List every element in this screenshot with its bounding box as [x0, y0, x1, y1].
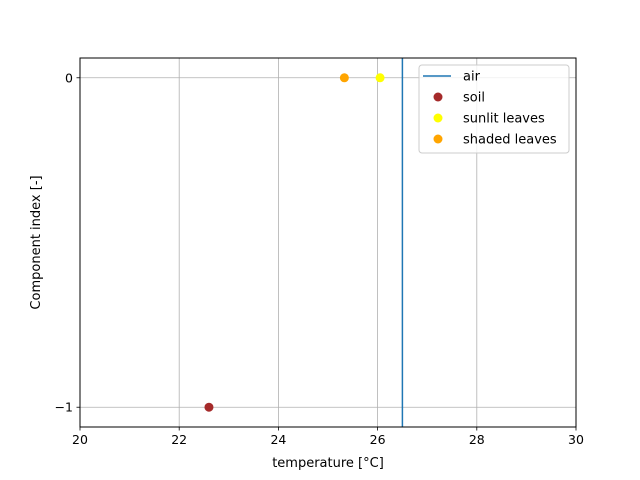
- x-tick-label: 20: [72, 432, 88, 447]
- legend-swatch: [433, 113, 443, 123]
- x-axis-label: temperature [°C]: [272, 456, 384, 471]
- x-tick-label: 28: [469, 432, 485, 447]
- legend: air soil sunlit leaves shaded leaves: [418, 64, 570, 154]
- legend-label: sunlit leaves: [463, 112, 545, 127]
- y-tick-label: 0: [65, 70, 73, 85]
- legend-swatch: [433, 134, 443, 144]
- plot-data: [204, 58, 404, 427]
- point-sunlit-leaves: [375, 73, 385, 83]
- x-tick-label: 30: [568, 432, 584, 447]
- y-axis-label: Component index [-]: [29, 175, 44, 309]
- x-tick-label: 22: [171, 432, 187, 447]
- legend-label: air: [463, 70, 481, 85]
- legend-label: shaded leaves: [463, 133, 557, 148]
- plot-frame: [79, 57, 577, 428]
- legend-box: [418, 64, 570, 154]
- axis-ticks: 20 22 24 26 28 30 −1 0: [55, 70, 584, 447]
- legend-label: soil: [463, 91, 485, 106]
- x-tick-label: 24: [270, 432, 286, 447]
- point-soil: [204, 402, 214, 412]
- point-shaded-leaves: [339, 73, 349, 83]
- x-tick-label: 26: [370, 432, 386, 447]
- legend-swatch: [433, 92, 443, 102]
- y-tick-label: −1: [55, 400, 73, 415]
